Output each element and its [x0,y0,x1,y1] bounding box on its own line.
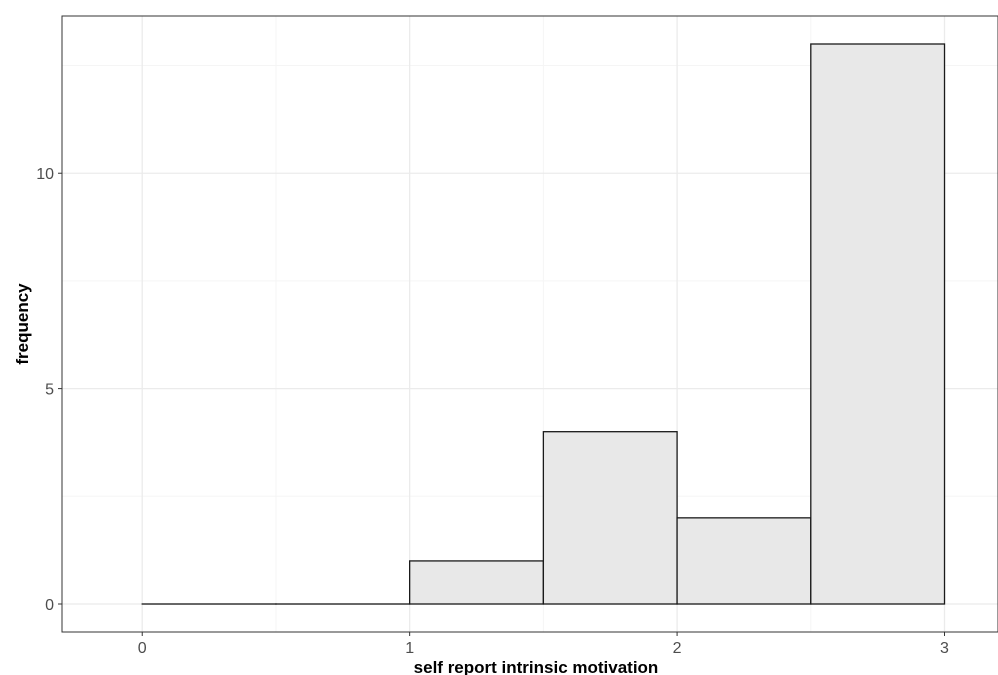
x-tick-label: 1 [405,640,414,657]
y-tick-label: 0 [45,597,54,614]
y-tick-label: 10 [36,166,54,183]
x-tick-label: 2 [673,640,682,657]
axis-ticks: 0 1 2 3 0 5 10 [36,166,949,657]
y-axis-title: frequency [13,283,32,365]
histogram-bar-4 [676,517,812,605]
y-tick-label: 5 [45,382,54,399]
x-axis-title: self report intrinsic motivation [414,658,659,675]
x-tick-label: 3 [940,640,949,657]
histogram-bar-5 [810,43,946,605]
panel-border [61,15,998,633]
histogram-bars [141,43,946,605]
histogram-bar-3 [542,431,678,605]
histogram-bar-2 [409,560,545,605]
x-tick-label: 0 [138,640,147,657]
